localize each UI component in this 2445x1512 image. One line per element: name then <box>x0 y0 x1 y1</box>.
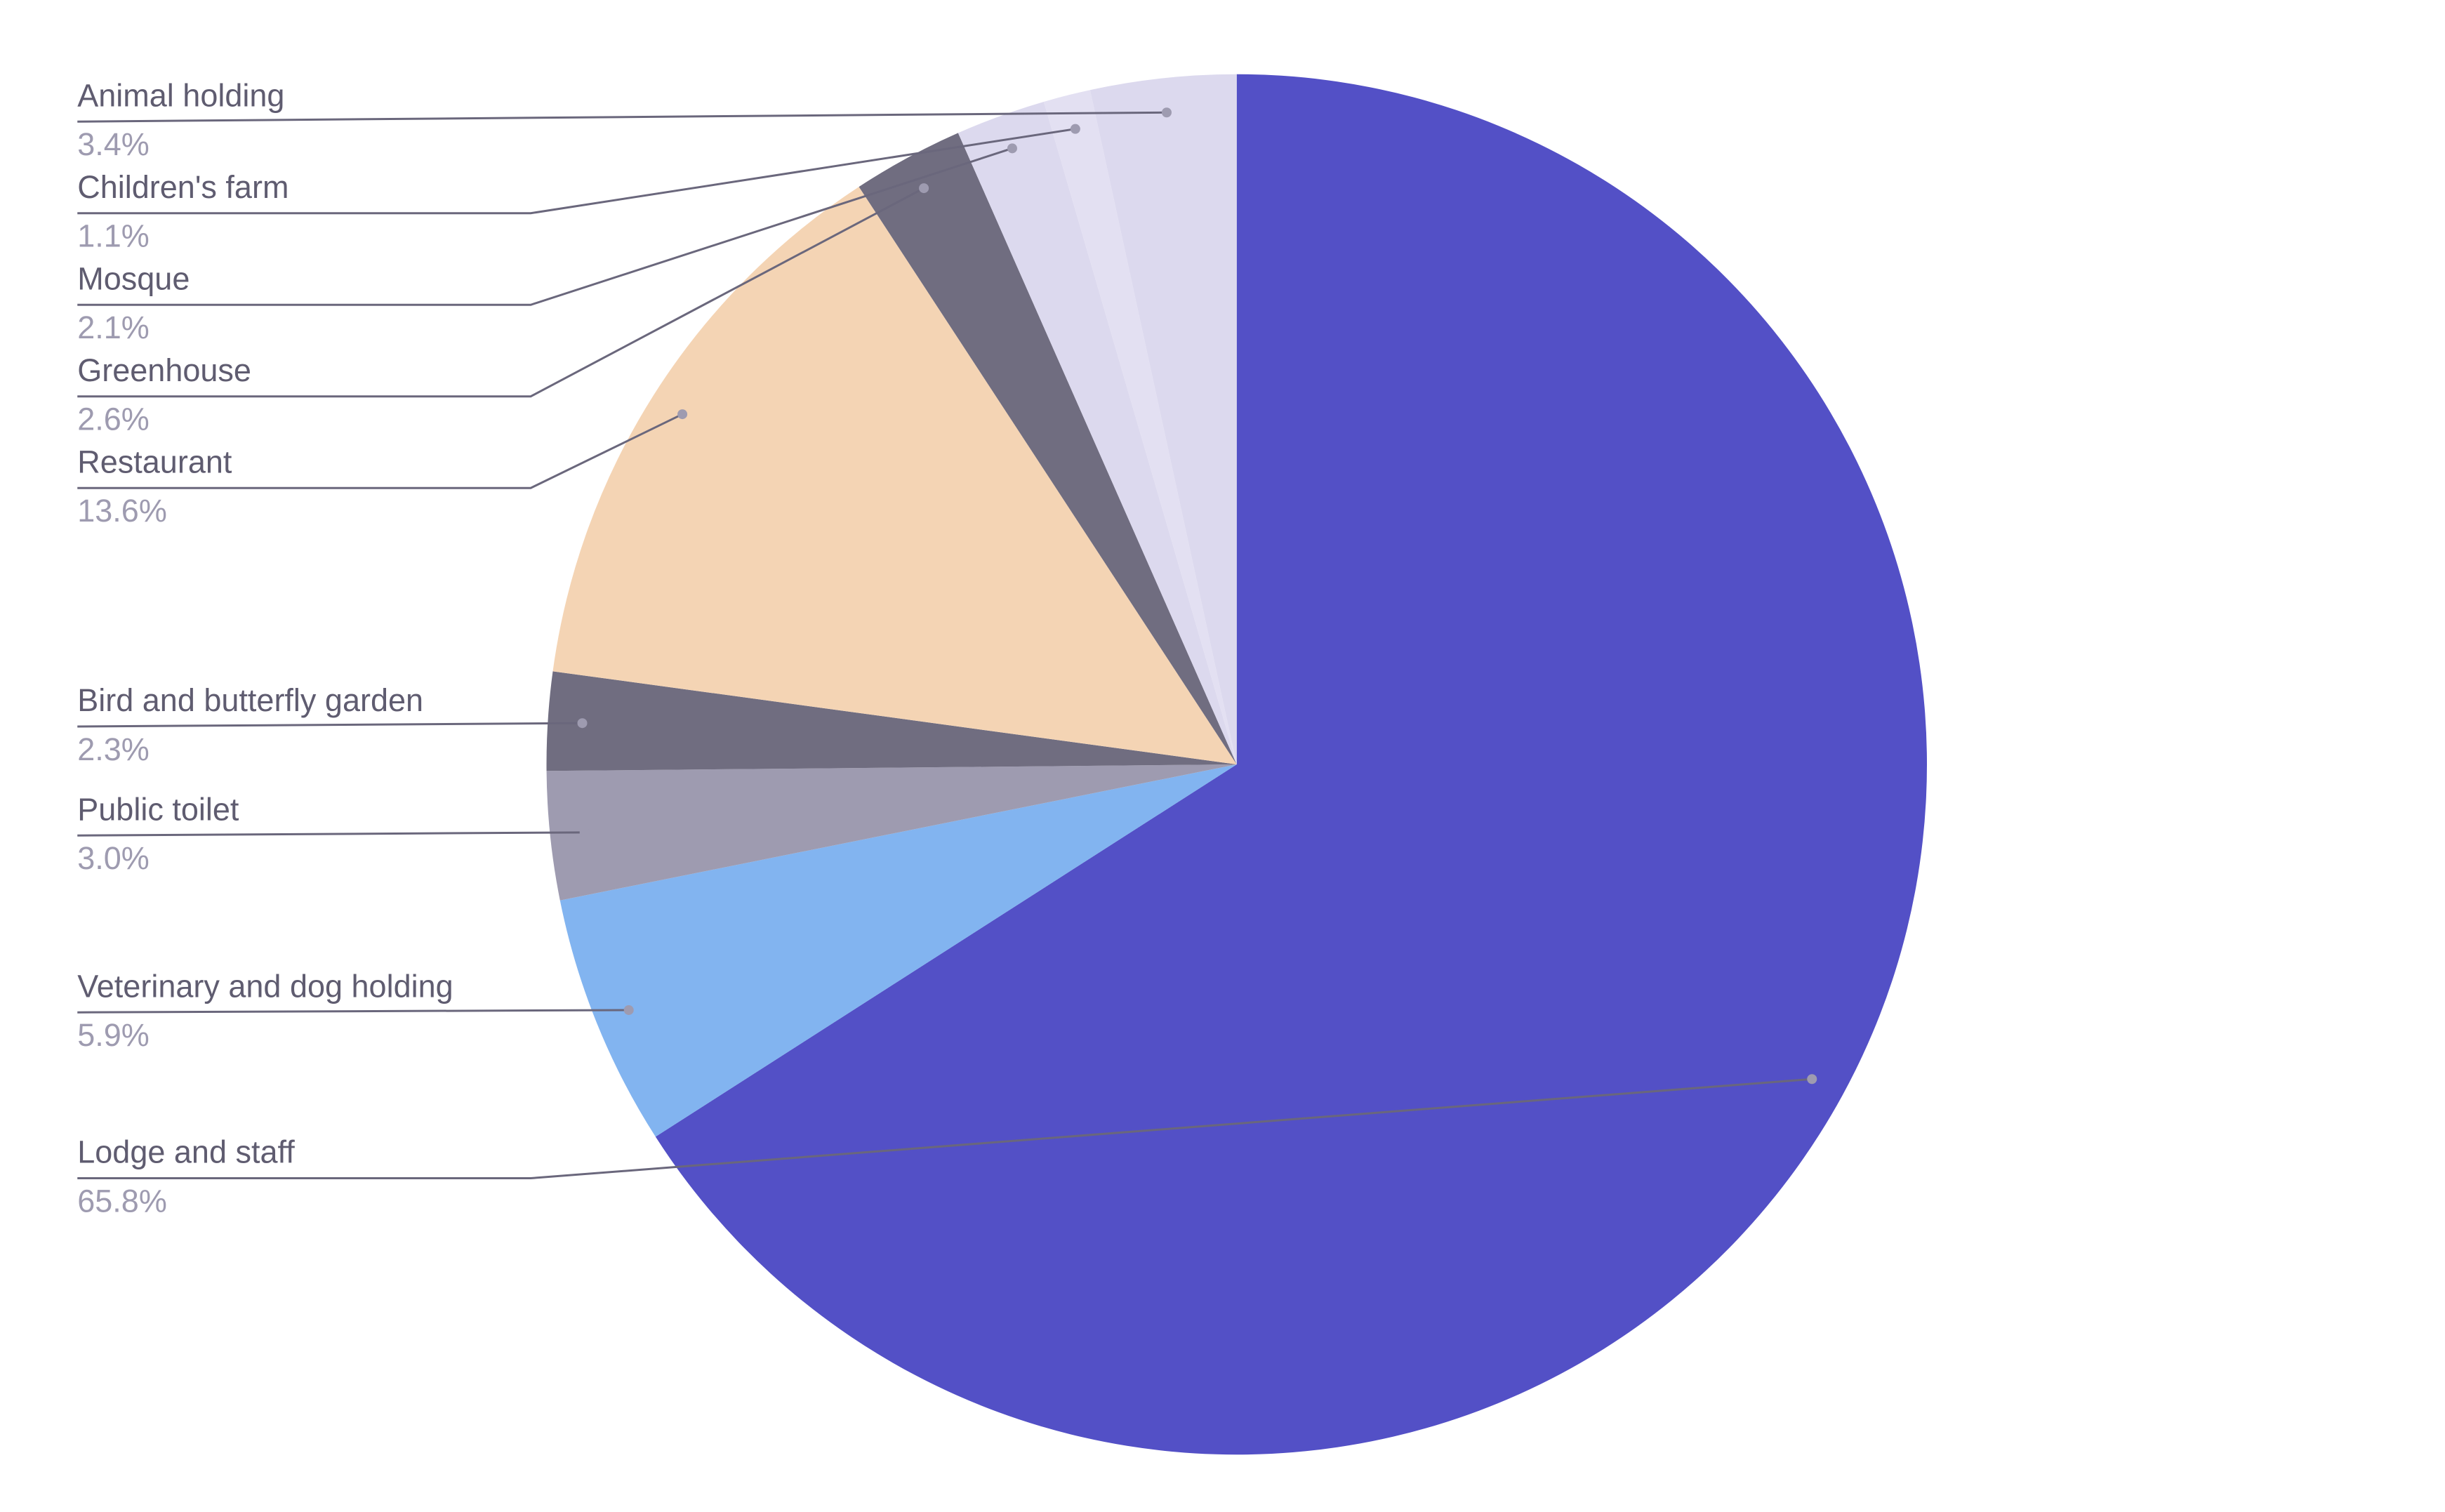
slice-label: Animal holding <box>77 77 284 113</box>
leader-dot <box>919 183 929 194</box>
leader-line <box>77 413 683 489</box>
leader-line <box>77 1077 1813 1179</box>
pie-slice <box>1089 74 1237 764</box>
slice-label: Greenhouse <box>77 352 251 388</box>
leader-line <box>77 147 1013 306</box>
leader-dot <box>577 718 588 729</box>
leader-dot <box>1070 124 1080 134</box>
slice-label: Veterinary and dog holding <box>77 968 453 1004</box>
pie-slice <box>1043 90 1237 765</box>
slice-value-label: 13.6% <box>77 493 167 529</box>
slice-value-label: 65.8% <box>77 1183 167 1219</box>
slice-value-label: 1.1% <box>77 218 150 254</box>
slice-value-label: 2.3% <box>77 731 150 767</box>
leader-dot <box>1807 1074 1817 1085</box>
leader-dot <box>1161 107 1172 118</box>
slice-value-label: 2.1% <box>77 310 150 345</box>
slice-value-label: 3.0% <box>77 840 150 876</box>
slice-label: Mosque <box>77 260 190 296</box>
slice-label: Restaurant <box>77 444 232 479</box>
slice-value-label: 2.6% <box>77 402 150 437</box>
pie-slice <box>546 764 1237 901</box>
leader-line <box>77 722 583 728</box>
leader-dot <box>623 1004 634 1015</box>
pie-slice <box>958 101 1237 764</box>
leader-line <box>77 111 1167 123</box>
pie-slice <box>655 74 1928 1455</box>
slice-value-label: 5.9% <box>77 1017 150 1053</box>
leader-line <box>77 187 925 398</box>
leader-line <box>77 1009 629 1014</box>
leader-dot <box>579 827 590 837</box>
slice-value-label: 3.4% <box>77 126 150 162</box>
leader-line <box>77 128 1076 215</box>
leader-dot <box>677 409 688 420</box>
leader-dot <box>1007 143 1017 154</box>
slice-label: Bird and butterfly garden <box>77 682 423 718</box>
pie-slice <box>546 671 1237 771</box>
pie-slice <box>859 133 1237 765</box>
slice-label: Lodge and staff <box>77 1134 295 1170</box>
leader-line <box>77 831 585 837</box>
pie-slice <box>552 187 1237 764</box>
pie-slice <box>559 764 1237 1137</box>
slice-label: Public toilet <box>77 791 239 827</box>
slice-label: Children's farm <box>77 169 289 205</box>
